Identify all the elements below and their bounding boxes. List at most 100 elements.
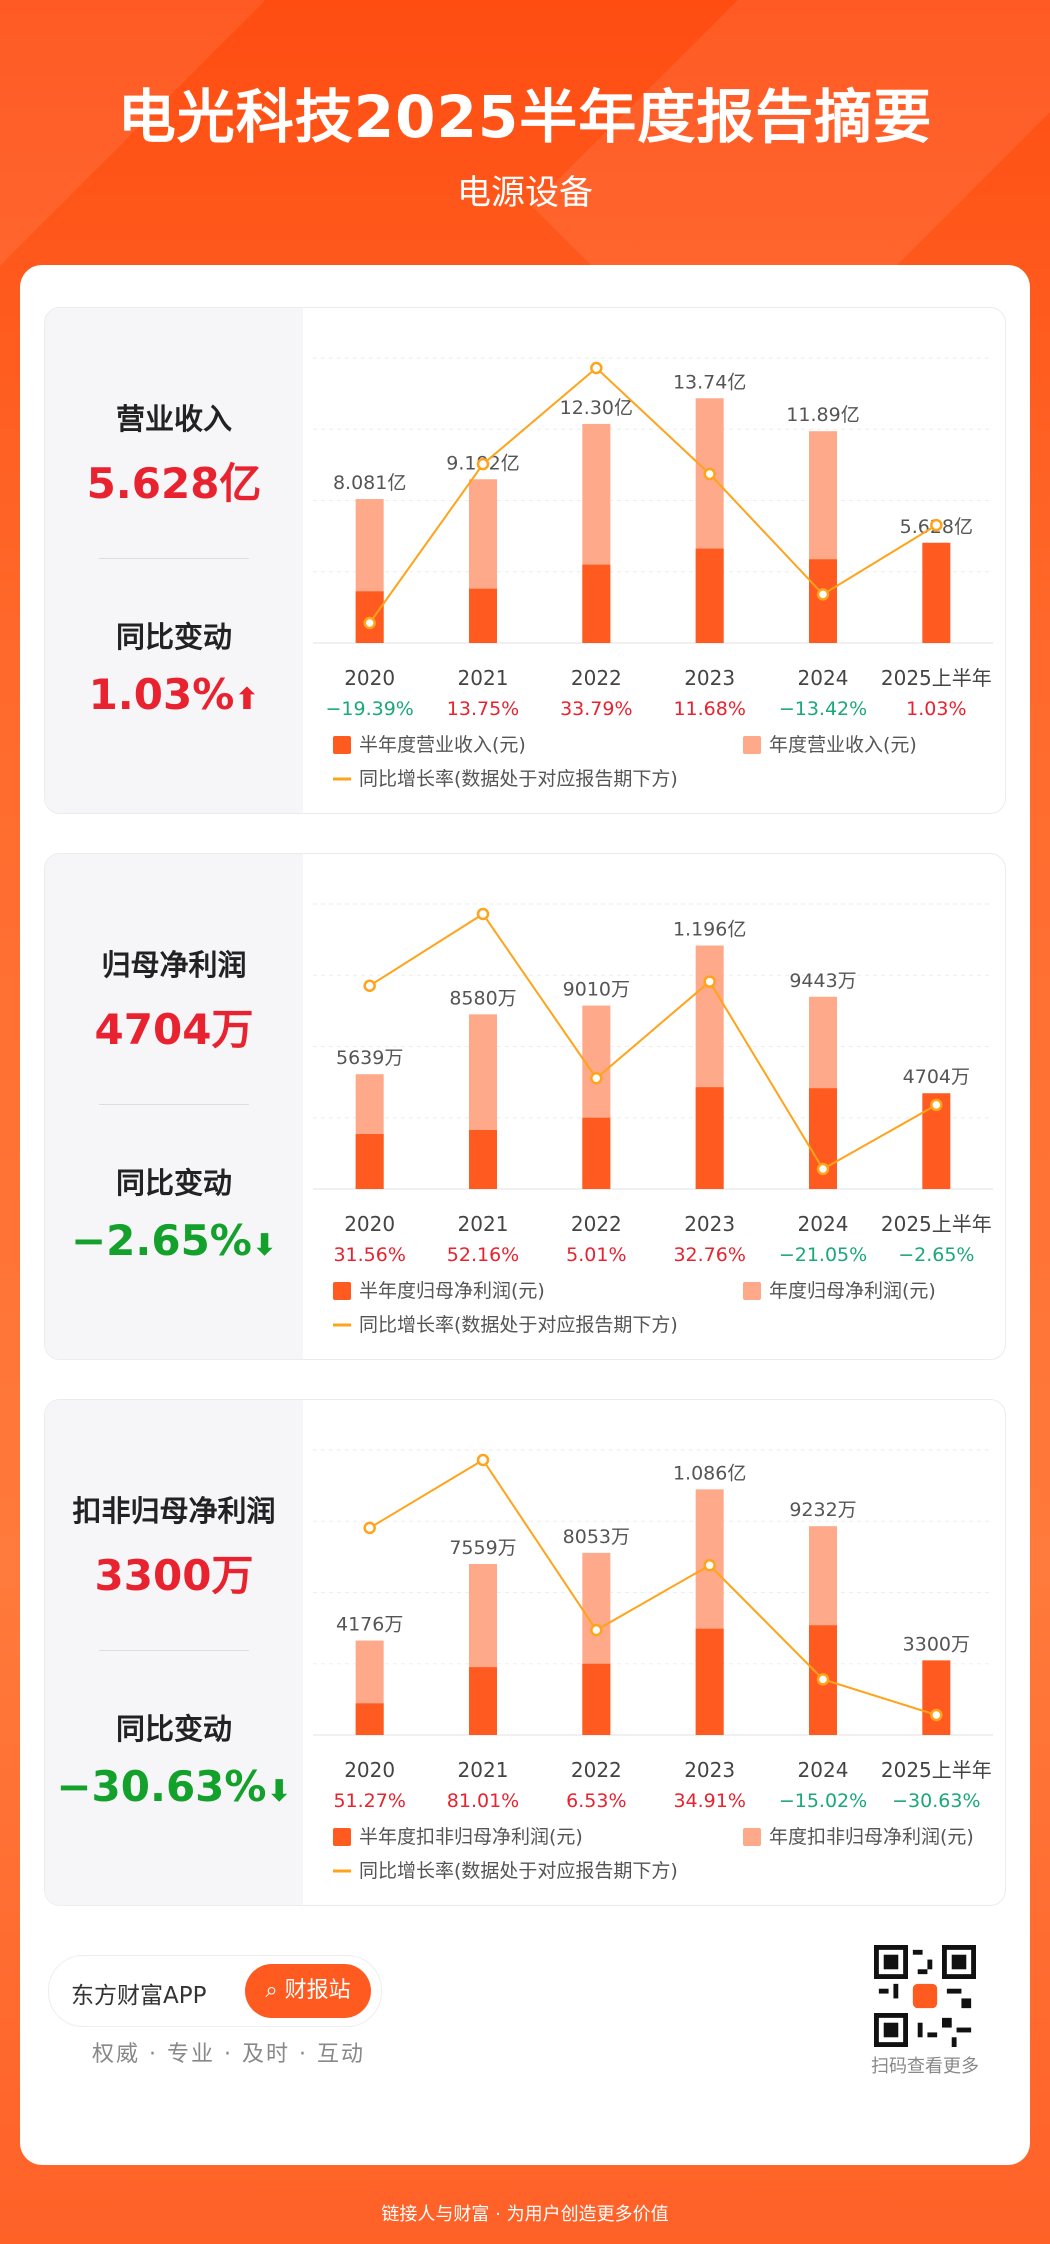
growth-rate-point <box>816 588 830 601</box>
x-tick-label: 2025上半年 <box>881 1212 992 1236</box>
x-tick-label: 2025上半年 <box>881 1758 992 1782</box>
kpi-sidebar: 扣非归母净利润 3300万 同比变动 −30.63%⬇ <box>45 1400 303 1905</box>
x-tick-label: 2023 <box>684 666 735 690</box>
x-tick-label: 2024 <box>798 666 849 690</box>
half-year-bar <box>922 1660 951 1735</box>
x-tick-label: 2021 <box>458 1758 509 1782</box>
half-year-bar <box>922 542 951 643</box>
bar-value-label: 8580万 <box>449 987 516 1009</box>
growth-rate-point <box>930 1708 943 1722</box>
growth-rate-point <box>816 1673 830 1686</box>
legend-line-label: 同比增长率(数据处于对应报告期下方) <box>359 1314 678 1336</box>
bar-value-label: 4704万 <box>903 1066 970 1088</box>
growth-rate-label: −15.02% <box>779 1790 867 1812</box>
growth-rate-point <box>476 457 490 471</box>
content-card: 营业收入 5.628亿 同比变动 1.03%⬆ 8.081亿 2020 −19.39… <box>20 265 1030 2165</box>
growth-rate-label: 32.76% <box>673 1244 745 1266</box>
bar-value-label: 5639万 <box>336 1047 403 1069</box>
deducted-profit-chart: 4176万 2020 51.27% 7559万 2021 81.01% 8053万 2022 6… <box>313 1449 993 1882</box>
kpi-value: 3300万 <box>94 1551 254 1600</box>
legend-annual-swatch <box>743 1828 761 1846</box>
half-year-bar <box>469 1129 497 1189</box>
half-year-bar <box>695 1087 724 1189</box>
bottom-tagline: 链接人与财富 · 为用户创造更多价值 <box>381 2204 669 2225</box>
divider <box>99 1104 249 1105</box>
change-value: 1.03%⬆ <box>88 670 260 719</box>
kpi-sidebar: 归母净利润 4704万 同比变动 −2.65%⬇ <box>45 854 303 1359</box>
legend-annual-label: 年度扣非归母净利润(元) <box>769 1826 974 1848</box>
bar-value-label: 1.196亿 <box>673 919 746 941</box>
net-profit-panel: 归母净利润 4704万 同比变动 −2.65%⬇ 5639万 2020 31.56%… <box>44 853 1006 1360</box>
app-search-pill[interactable]: 东方财富APP ⌕ 财报站 <box>48 1955 382 2027</box>
bar-value-label: 9010万 <box>563 979 630 1001</box>
bar-value-label: 8053万 <box>563 1526 630 1548</box>
app-name: 东方财富APP <box>71 1983 207 2009</box>
bar-value-label: 7559万 <box>449 1537 516 1559</box>
growth-rate-point <box>476 1453 490 1467</box>
growth-rate-label: 5.01% <box>566 1244 626 1266</box>
kpi-value: 5.628亿 <box>86 459 262 508</box>
revenue-panel: 营业收入 5.628亿 同比变动 1.03%⬆ 8.081亿 2020 −19.39… <box>44 307 1006 814</box>
arrow-down-icon: ⬇ <box>266 1774 292 1809</box>
growth-rate-label: 31.56% <box>333 1244 405 1266</box>
arrow-down-icon: ⬇ <box>251 1228 278 1263</box>
half-year-bar <box>695 548 724 643</box>
legend-line-label: 同比增长率(数据处于对应报告期下方) <box>359 768 678 790</box>
x-tick-label: 2020 <box>344 666 395 690</box>
growth-rate-point <box>590 1623 603 1637</box>
x-tick-label: 2023 <box>684 1212 735 1236</box>
change-label: 同比变动 <box>115 1166 232 1200</box>
legend-half-swatch <box>333 1828 351 1846</box>
x-tick-label: 2022 <box>571 1212 622 1236</box>
legend-half-swatch <box>333 736 351 754</box>
x-tick-label: 2021 <box>458 666 509 690</box>
divider <box>99 1650 249 1651</box>
change-value: −30.63%⬇ <box>56 1762 292 1811</box>
bar-value-label: 13.74亿 <box>673 371 746 393</box>
legend-line-label: 同比增长率(数据处于对应报告期下方) <box>359 1860 678 1882</box>
x-tick-label: 2020 <box>344 1212 395 1236</box>
bar-value-label: 9232万 <box>789 1499 856 1521</box>
growth-rate-line <box>369 912 937 1171</box>
half-year-bar <box>469 588 497 643</box>
bar-value-label: 8.081亿 <box>333 472 406 494</box>
growth-rate-point <box>703 467 716 481</box>
growth-rate-label: −13.42% <box>779 698 867 720</box>
growth-rate-point <box>930 1098 943 1112</box>
growth-rate-point <box>363 979 376 993</box>
growth-rate-label: −21.05% <box>779 1244 867 1266</box>
qr-code-icon[interactable] <box>874 1945 976 2047</box>
growth-rate-point <box>476 907 490 921</box>
growth-rate-point <box>930 518 943 532</box>
bar-value-label: 3300万 <box>903 1633 970 1655</box>
bar-value-label: 12.30亿 <box>560 397 633 419</box>
kpi-label: 扣非归母净利润 <box>72 1494 276 1528</box>
change-value: −2.65%⬇ <box>70 1216 278 1265</box>
growth-rate-point <box>363 1521 376 1535</box>
growth-rate-point <box>590 1071 603 1085</box>
bar-value-label: 1.086亿 <box>673 1462 746 1484</box>
growth-rate-label: 1.03% <box>906 698 966 720</box>
x-tick-label: 2024 <box>798 1212 849 1236</box>
half-year-bar <box>809 559 837 643</box>
growth-rate-label: −19.39% <box>325 698 413 720</box>
growth-rate-point <box>703 1559 716 1572</box>
bar-value-label: 9443万 <box>789 970 856 992</box>
x-tick-label: 2024 <box>798 1758 849 1782</box>
legend-annual-swatch <box>743 736 761 754</box>
x-tick-label: 2020 <box>344 1758 395 1782</box>
half-year-bar <box>582 1663 611 1735</box>
growth-rate-point <box>703 975 716 988</box>
deducted-profit-panel: 扣非归母净利润 3300万 同比变动 −30.63%⬇ 4176万 2020 51.… <box>44 1399 1006 1906</box>
search-icon: ⌕ <box>265 1978 278 2003</box>
half-year-bar <box>355 1703 384 1735</box>
growth-rate-point <box>363 616 376 630</box>
report-station-button[interactable]: ⌕ 财报站 <box>245 1964 371 2018</box>
legend-half-label: 半年度营业收入(元) <box>359 734 526 756</box>
growth-rate-label: 81.01% <box>447 1790 519 1812</box>
growth-rate-label: −2.65% <box>898 1244 974 1266</box>
growth-rate-label: 52.16% <box>447 1244 519 1266</box>
revenue-chart: 8.081亿2020−19.39%9.192亿202113.75%12.30亿2… <box>313 357 993 790</box>
growth-rate-label: 11.68% <box>673 698 745 720</box>
change-label: 同比变动 <box>115 620 232 654</box>
